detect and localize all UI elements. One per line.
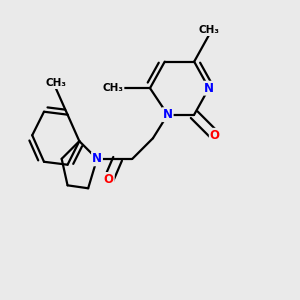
Text: N: N	[163, 108, 173, 121]
Text: N: N	[204, 82, 214, 95]
Text: CH₃: CH₃	[45, 78, 66, 88]
Text: O: O	[104, 173, 114, 186]
Text: O: O	[210, 129, 220, 142]
Text: N: N	[92, 152, 102, 165]
Text: CH₃: CH₃	[103, 83, 124, 93]
Text: CH₃: CH₃	[198, 25, 219, 35]
